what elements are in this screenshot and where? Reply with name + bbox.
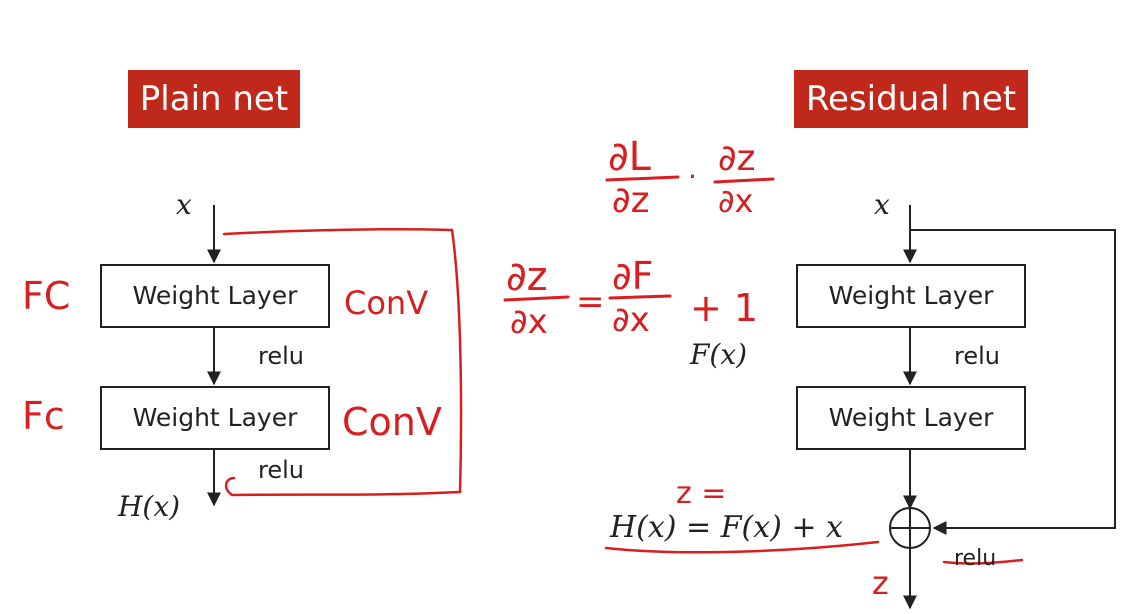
chain-dot: · — [688, 160, 697, 193]
plain-weight-layer-1: Weight Layer — [100, 264, 330, 328]
chain-den-1: ∂z — [612, 180, 650, 221]
chain-num-2: ∂z — [718, 138, 756, 179]
note-conv-1: ConV — [344, 284, 429, 322]
chain-frac-bar-1 — [605, 175, 680, 182]
plain-red-skip-loop — [222, 227, 463, 497]
res-skip-connection — [910, 229, 1116, 535]
residual-net-title: Residual net — [794, 70, 1028, 128]
relu-strike — [942, 558, 1024, 565]
plain-relu-1: relu — [258, 342, 304, 370]
grad-frac-bar-1 — [503, 295, 570, 302]
grad-num-1: ∂z — [506, 254, 548, 300]
equation-underline — [604, 540, 880, 554]
plain-net-title: Plain net — [128, 70, 300, 128]
note-z-equals: z = — [676, 476, 727, 511]
note-fc-2: Fc — [22, 394, 65, 438]
res-relu-1: relu — [954, 342, 1000, 370]
grad-num-2: ∂F — [612, 254, 654, 298]
res-input-x: x — [874, 188, 890, 221]
plain-relu-2: relu — [258, 456, 304, 484]
chain-frac-bar-2 — [713, 177, 775, 184]
res-relu-2: relu — [954, 546, 997, 571]
res-weight-layer-1: Weight Layer — [796, 264, 1026, 328]
res-weight-layer-2: Weight Layer — [796, 386, 1026, 450]
res-fx-label: F(x) — [690, 338, 748, 371]
plain-output-hx: H(x) — [118, 490, 181, 523]
chain-den-2: ∂x — [718, 182, 754, 220]
note-conv-2: ConV — [342, 400, 442, 444]
grad-equals: = — [576, 282, 605, 322]
grad-den-1: ∂x — [510, 302, 548, 342]
grad-plus-one: + 1 — [690, 286, 759, 330]
chain-num-1: ∂L — [608, 134, 651, 180]
plain-weight-layer-2: Weight Layer — [100, 386, 330, 450]
note-fc-1: FC — [22, 274, 71, 318]
grad-den-2: ∂x — [612, 300, 650, 340]
res-equation: H(x) = F(x) + x — [610, 510, 843, 545]
grad-frac-bar-2 — [608, 294, 672, 300]
sum-node — [889, 507, 931, 549]
note-z-output: z — [872, 564, 889, 602]
plain-input-x: x — [176, 188, 192, 221]
